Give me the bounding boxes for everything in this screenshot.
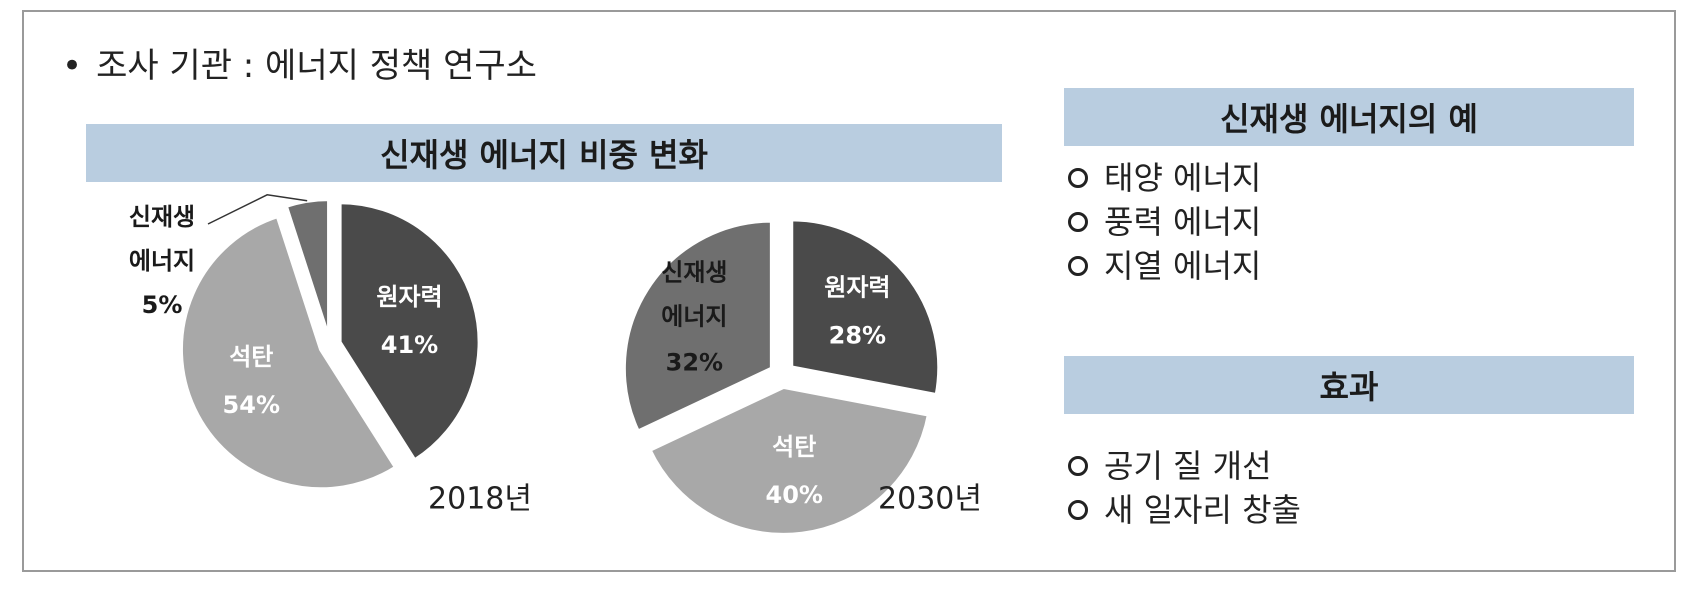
chart-header-bar: 신재생 에너지 비중 변화 (86, 124, 1002, 182)
effects-title: 효과 (1319, 368, 1379, 406)
slice-name-label: 석탄 (229, 343, 273, 371)
pie-slice (789, 217, 942, 398)
circle-bullet-icon (1068, 212, 1088, 232)
circle-bullet-icon (1068, 500, 1088, 520)
circle-bullet-icon (1068, 456, 1088, 476)
circle-bullet-icon (1068, 256, 1088, 276)
list-item: 지열 에너지 (1068, 244, 1261, 288)
bullet-dot: • (62, 46, 83, 86)
pie-slice (337, 200, 482, 464)
slice-value-label: 32% (666, 348, 723, 376)
slice-value-label: 28% (829, 322, 886, 350)
list-item-label: 지열 에너지 (1104, 247, 1262, 285)
list-item: 공기 질 개선 (1068, 444, 1301, 488)
slice-name-label: 석탄 (772, 433, 816, 461)
list-item-label: 공기 질 개선 (1104, 447, 1272, 485)
callout-label: 에너지 (129, 247, 195, 275)
source-text: 조사 기관 : 에너지 정책 연구소 (96, 46, 537, 86)
list-item-label: 풍력 에너지 (1104, 203, 1262, 241)
effects-header-bar: 효과 (1064, 356, 1634, 414)
slice-name-label: 원자력 (376, 283, 442, 311)
examples-list: 태양 에너지 풍력 에너지 지열 에너지 (1068, 156, 1261, 288)
effects-list: 공기 질 개선 새 일자리 창출 (1068, 444, 1301, 532)
callout-label: 신재생 (129, 203, 195, 231)
year-label: 2030년 (878, 482, 982, 517)
list-item-label: 태양 에너지 (1104, 159, 1262, 197)
list-item: 풍력 에너지 (1068, 200, 1261, 244)
list-item: 새 일자리 창출 (1068, 488, 1301, 532)
list-item: 태양 에너지 (1068, 156, 1261, 200)
year-label: 2018년 (428, 482, 532, 517)
pie-slice (621, 218, 774, 435)
callout-value: 5% (142, 291, 183, 319)
slice-name-label: 원자력 (824, 274, 890, 302)
survey-source: • 조사 기관 : 에너지 정책 연구소 (62, 38, 537, 87)
slice-value-label: 40% (766, 481, 823, 509)
slice-name-label: 신재생 (661, 258, 727, 286)
pie-slice (283, 197, 332, 340)
callout-line (207, 194, 308, 225)
pie-slice (178, 213, 399, 492)
list-item-label: 새 일자리 창출 (1104, 491, 1301, 529)
slice-value-label: 41% (381, 331, 438, 359)
circle-bullet-icon (1068, 168, 1088, 188)
examples-header-bar: 신재생 에너지의 예 (1064, 88, 1634, 146)
examples-title: 신재생 에너지의 예 (1220, 100, 1478, 138)
chart-header-title: 신재생 에너지 비중 변화 (380, 136, 708, 174)
slice-name-label: 에너지 (661, 302, 727, 330)
slice-value-label: 54% (223, 391, 280, 419)
pie-slice (646, 384, 932, 537)
